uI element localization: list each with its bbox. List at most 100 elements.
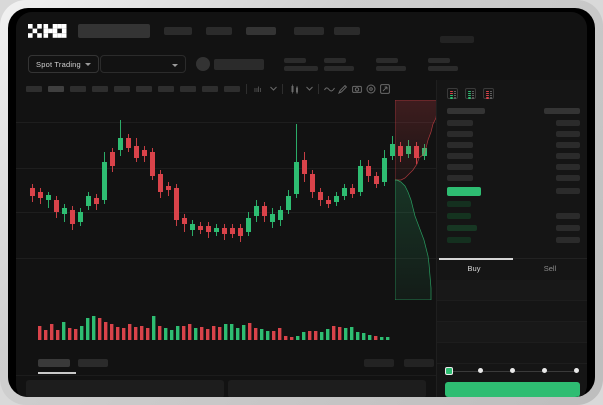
settings-icon[interactable]: [366, 84, 376, 94]
ask-row-price[interactable]: [447, 131, 473, 137]
volume-series: [38, 316, 390, 340]
stat-1-value: [284, 66, 318, 71]
chevron-down-icon[interactable]: [306, 86, 313, 96]
tab-order-history[interactable]: [78, 359, 108, 367]
ask-row-amount[interactable]: [556, 120, 580, 126]
price-chart[interactable]: [16, 100, 436, 300]
ask-row-amount[interactable]: [556, 175, 580, 181]
orderbook-bids-icon[interactable]: [465, 88, 476, 99]
stat-1-label: [284, 58, 306, 63]
stat-3-value: [376, 66, 406, 71]
tab-tools[interactable]: [404, 359, 434, 367]
timeframe-8[interactable]: [180, 86, 196, 92]
order-field-3[interactable]: [437, 322, 587, 343]
nav-item-5[interactable]: [334, 27, 360, 35]
fullscreen-icon[interactable]: [380, 84, 390, 94]
tab-sell[interactable]: Sell: [543, 264, 557, 273]
ask-row-amount[interactable]: [556, 153, 580, 159]
stat-2-value: [324, 66, 354, 71]
tab-open-orders[interactable]: [38, 359, 70, 367]
orderbook-asks-icon[interactable]: [483, 88, 494, 99]
pair-name-placeholder: [214, 59, 264, 70]
stat-3: [376, 58, 406, 71]
chart-gridline: [16, 168, 436, 169]
ask-row-price[interactable]: [447, 120, 473, 126]
order-field-2[interactable]: [437, 301, 587, 322]
timeframe-1[interactable]: [26, 86, 42, 92]
timeframe-3[interactable]: [70, 86, 86, 92]
active-tab-underline: [38, 372, 76, 374]
wave-icon[interactable]: [324, 85, 335, 95]
stat-3-label: [376, 58, 398, 63]
timeframe-9[interactable]: [202, 86, 218, 92]
tab-assets[interactable]: [364, 359, 394, 367]
chevron-down-icon[interactable]: [270, 86, 277, 96]
market-type-selector[interactable]: Spot Trading: [28, 55, 99, 73]
bid-row-amount[interactable]: [556, 225, 580, 231]
svg-text:ıılı: ıılı: [254, 87, 261, 94]
chart-gridline: [16, 212, 436, 213]
candlestick-series: [30, 120, 427, 242]
bottom-panel-left[interactable]: [26, 380, 224, 397]
bid-row-price[interactable]: [447, 201, 471, 207]
last-price-amount: [556, 188, 580, 194]
nav-item-1[interactable]: [164, 27, 192, 35]
ask-row-price[interactable]: [447, 153, 473, 159]
orderbook-rows[interactable]: [437, 104, 587, 259]
chevron-down-icon: [84, 62, 91, 66]
nav-item-2[interactable]: [206, 27, 232, 35]
slider-stop-25[interactable]: [478, 368, 483, 373]
okx-logo[interactable]: [28, 24, 70, 38]
search-input[interactable]: [78, 24, 150, 38]
ask-row-price[interactable]: [447, 164, 473, 170]
ask-row-amount[interactable]: [556, 142, 580, 148]
bid-row-price[interactable]: [447, 225, 477, 231]
submit-buy-button[interactable]: [445, 382, 580, 397]
orderbook-col-amount: [544, 108, 580, 114]
stat-4: [428, 58, 458, 71]
ask-row-price[interactable]: [447, 142, 473, 148]
app-header: [16, 12, 587, 48]
stat-2-label: [324, 58, 346, 63]
ask-row-price[interactable]: [447, 175, 473, 181]
slider-handle[interactable]: [445, 367, 453, 375]
tab-buy[interactable]: Buy: [467, 264, 481, 273]
camera-icon[interactable]: [352, 84, 362, 94]
indicator-icon[interactable]: ıılı: [254, 84, 265, 94]
order-field-1[interactable]: [437, 280, 587, 301]
bottom-panel-right[interactable]: [228, 380, 426, 397]
market-subheader: Spot Trading: [16, 48, 587, 80]
orderbook-view-toggles: [447, 88, 494, 99]
bottom-panels: [16, 376, 436, 397]
volume-chart: [16, 302, 436, 352]
timeframe-2[interactable]: [48, 86, 64, 92]
slider-stop-100[interactable]: [574, 368, 579, 373]
orders-tabbar: [16, 353, 436, 376]
chart-type-icon[interactable]: [290, 84, 300, 94]
nav-item-3[interactable]: [246, 27, 276, 35]
nav-item-6[interactable]: [440, 36, 474, 43]
bid-row-price[interactable]: [447, 237, 471, 243]
stat-4-value: [428, 66, 458, 71]
last-price-highlight: [447, 187, 481, 196]
amount-percent-slider[interactable]: [445, 366, 580, 376]
pencil-icon[interactable]: [338, 84, 348, 94]
timeframe-7[interactable]: [158, 86, 174, 92]
timeframe-6[interactable]: [136, 86, 152, 92]
slider-stop-50[interactable]: [510, 368, 515, 373]
ask-row-amount[interactable]: [556, 164, 580, 170]
bid-row-price[interactable]: [447, 213, 471, 219]
bid-row-amount[interactable]: [556, 213, 580, 219]
bid-row-amount[interactable]: [556, 237, 580, 243]
timeframe-10[interactable]: [224, 86, 240, 92]
ask-row-amount[interactable]: [556, 131, 580, 137]
timeframe-5[interactable]: [114, 86, 130, 92]
order-field-4[interactable]: [437, 343, 587, 364]
stat-4-label: [428, 58, 450, 63]
timeframe-4[interactable]: [92, 86, 108, 92]
orderbook-both-icon[interactable]: [447, 88, 458, 99]
nav-item-4[interactable]: [294, 27, 324, 35]
trading-pair-selector[interactable]: [100, 55, 186, 73]
slider-stop-75[interactable]: [542, 368, 547, 373]
